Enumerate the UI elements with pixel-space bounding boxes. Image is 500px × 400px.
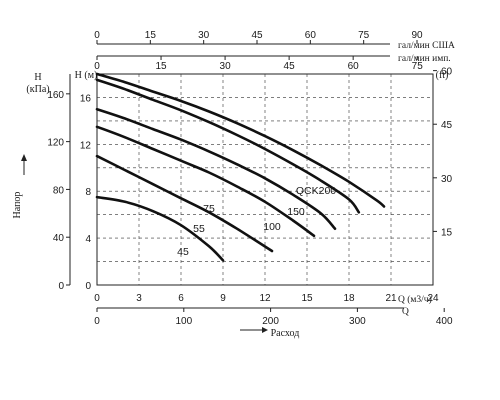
m3h-tick-label: 6 <box>178 293 184 304</box>
ft-tick-label: 60 <box>441 67 453 78</box>
m3h-tick-label: 18 <box>343 293 355 304</box>
m-tick-label: 12 <box>80 140 92 151</box>
lpm-tick-label: 400 <box>436 316 453 327</box>
kpa-tick-label: 120 <box>47 138 64 149</box>
pump-curve-55 <box>95 154 274 253</box>
us-gpm-tick-label: 90 <box>411 30 423 41</box>
curve-label-150: 150 <box>287 206 305 218</box>
kpa-tick-label: 80 <box>53 185 65 196</box>
pump-curve-45 <box>95 195 225 262</box>
us-gpm-tick-label: 75 <box>358 30 370 41</box>
curve-label-100: 100 <box>263 221 281 233</box>
m3h-tick-label: 15 <box>301 293 313 304</box>
us-gpm-tick-label: 15 <box>145 30 157 41</box>
m3h-tick-label: 21 <box>385 293 397 304</box>
kpa-axis-unit: (кПа) <box>26 84 49 95</box>
lpm-tick-label: 100 <box>175 316 192 327</box>
m-tick-label: 0 <box>85 281 91 292</box>
curve-label-55: 55 <box>193 223 205 235</box>
us-gpm-axis-label: гал/мин США <box>398 41 455 51</box>
m-tick-label: 4 <box>85 234 91 245</box>
kpa-axis-label: H <box>34 72 41 83</box>
imp-gpm-tick-label: 15 <box>155 61 167 72</box>
m3h-tick-label: 3 <box>136 293 142 304</box>
m3h-tick-label: 0 <box>94 293 100 304</box>
ft-tick-label: 15 <box>441 227 453 238</box>
m3h-axis-label: Q (м3/ч) <box>398 294 432 305</box>
curve-label-qck200: QCK200 <box>296 185 336 197</box>
pump-curve-100 <box>95 107 337 230</box>
lpm-tick-label: 300 <box>349 316 366 327</box>
ft-tick-label: 45 <box>441 120 453 131</box>
imp-gpm-tick-label: 60 <box>348 61 360 72</box>
us-gpm-tick-label: 45 <box>251 30 263 41</box>
head-arrow-head <box>21 154 27 161</box>
flow-axis-caption: Расход <box>271 328 300 339</box>
us-gpm-tick-label: 0 <box>94 30 100 41</box>
lpm-tick-label: 0 <box>94 316 100 327</box>
pump-curve-75 <box>95 125 316 238</box>
ft-axis-label: (ft) <box>436 70 449 81</box>
imp-gpm-tick-label: 0 <box>94 61 100 72</box>
head-axis-caption: Напор <box>12 192 23 219</box>
imp-gpm-axis-label: гал/мин имп. <box>398 54 451 64</box>
kpa-tick-label: 160 <box>47 90 64 101</box>
m-tick-label: 16 <box>80 93 92 104</box>
m-tick-label: 8 <box>85 187 91 198</box>
flow-arrow-head <box>262 327 268 333</box>
grid <box>96 73 434 286</box>
kpa-tick-label: 40 <box>53 233 65 244</box>
curve-label-45: 45 <box>177 246 189 258</box>
m3h-tick-label: 24 <box>427 293 439 304</box>
lpm-tick-label: 200 <box>262 316 279 327</box>
m-axis-label: H (м) <box>75 70 98 81</box>
labels: 45 55 75 100 150 QCK200 <box>177 185 336 258</box>
m3h-tick-label: 9 <box>220 293 226 304</box>
curve-label-75: 75 <box>203 203 215 215</box>
lpm-axis-label: Q <box>402 307 409 317</box>
kpa-tick-label: 0 <box>58 281 64 292</box>
imp-gpm-tick-label: 45 <box>284 61 296 72</box>
m3h-tick-label: 12 <box>259 293 271 304</box>
ft-tick-label: 30 <box>441 174 453 185</box>
pump-curve-qck200 <box>95 72 386 208</box>
imp-gpm-tick-label: 75 <box>412 61 424 72</box>
imp-gpm-tick-label: 30 <box>220 61 232 72</box>
us-gpm-tick-label: 60 <box>305 30 317 41</box>
us-gpm-tick-label: 30 <box>198 30 210 41</box>
pump-curve-150 <box>95 78 361 214</box>
curves <box>95 72 386 262</box>
